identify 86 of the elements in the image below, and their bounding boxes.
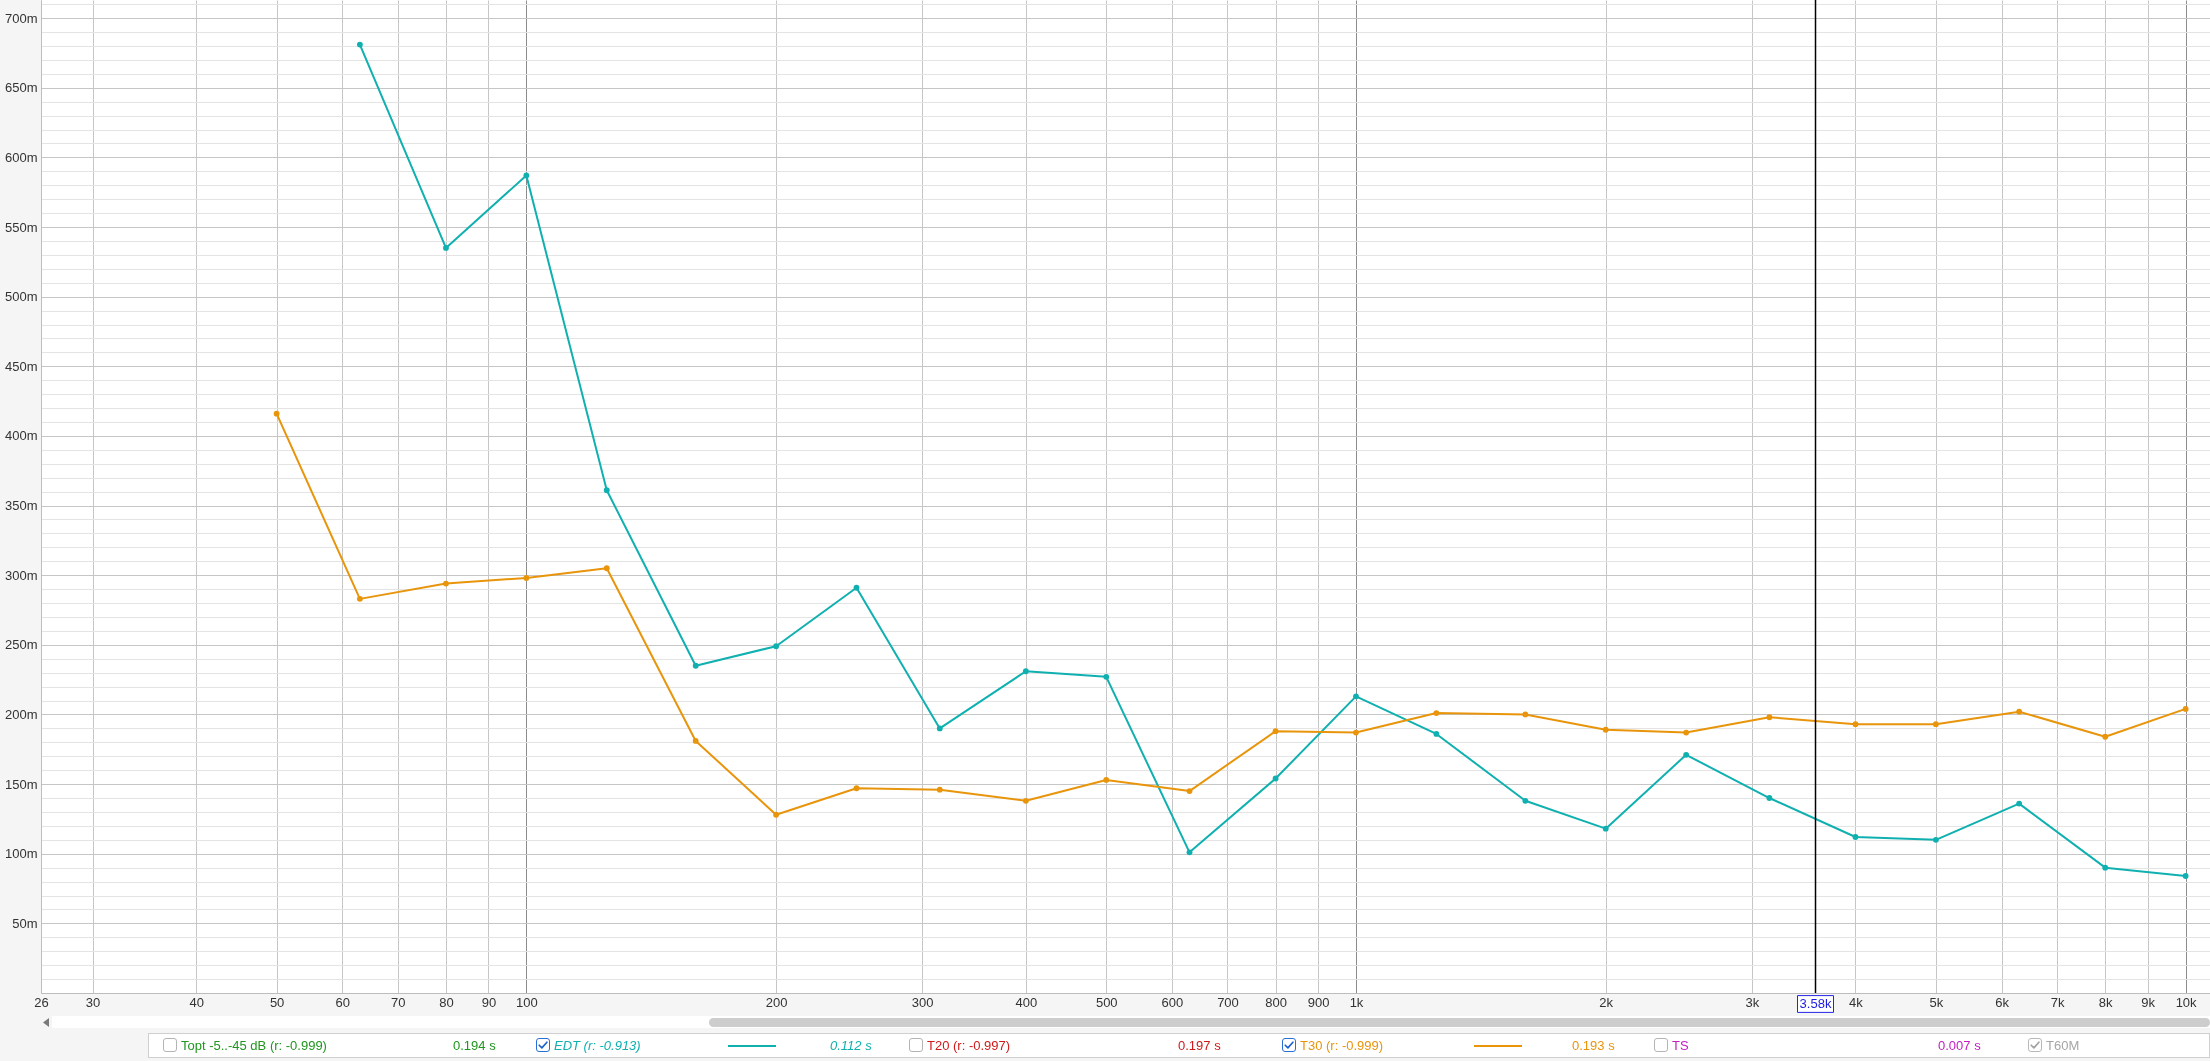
point <box>1186 788 1193 794</box>
point <box>1602 726 1609 733</box>
text: 0.197 s <box>1178 1038 1221 1053</box>
x-tick-label: 60 <box>335 994 351 1010</box>
x-tick-label: 700 <box>1217 994 1239 1010</box>
point <box>523 172 530 179</box>
y-tick-label: 150m <box>4 776 38 792</box>
x-tick-label: 50 <box>269 994 285 1010</box>
point <box>273 410 280 417</box>
x-tick-label: 26 <box>34 994 49 1010</box>
x-tick-label: 9k <box>2141 994 2156 1010</box>
point <box>356 595 363 602</box>
x-tick-label: 300 <box>911 994 934 1010</box>
point <box>936 725 943 732</box>
point <box>1852 834 1859 840</box>
point <box>1852 721 1859 728</box>
x-tick-label: 10k <box>2175 994 2198 1010</box>
y-tick-label: 450m <box>4 358 38 374</box>
text: T30 (r: -0.999) <box>1300 1038 1384 1053</box>
point <box>1932 836 1939 843</box>
point <box>936 786 943 793</box>
y-tick-label: 700m <box>4 10 38 26</box>
y-tick-label: 650m <box>4 80 38 96</box>
y-tick-label: 400m <box>4 428 38 444</box>
y-tick-label: 300m <box>4 567 38 583</box>
x-tick-label: 3k <box>1745 994 1760 1010</box>
point <box>853 584 860 591</box>
x-tick-label: 30 <box>85 994 101 1010</box>
y-tick-label: 250m <box>4 637 38 653</box>
y-tick-label: 550m <box>4 219 38 235</box>
point <box>773 643 780 650</box>
point <box>1766 795 1773 801</box>
text: TS <box>1672 1038 1689 1053</box>
ref-line-label: 3.58k <box>1799 996 1832 1011</box>
point <box>1353 729 1359 736</box>
text: T20 (r: -0.997) <box>927 1038 1011 1053</box>
x-tick-label: 7k <box>2050 994 2065 1010</box>
x-tick-label: 70 <box>391 994 406 1010</box>
x-tick-label: 600 <box>1161 994 1184 1010</box>
point <box>773 811 780 818</box>
text: Topt -5..-45 dB (r: -0.999) <box>181 1038 327 1053</box>
x-tick-label: 80 <box>439 994 454 1010</box>
point <box>1932 721 1939 728</box>
text: 0.112 s <box>830 1038 872 1053</box>
x-tick-label: 1k <box>1349 994 1364 1010</box>
point <box>1103 777 1110 783</box>
x-tick-label: 900 <box>1307 994 1330 1010</box>
y-tick-label: 200m <box>4 706 38 722</box>
point <box>2016 708 2023 715</box>
x-tick-label: 500 <box>1095 994 1118 1010</box>
text: T60M <box>2046 1038 2080 1053</box>
text: 0.193 s <box>1572 1038 1615 1053</box>
text: 0.194 s <box>453 1038 496 1053</box>
point <box>1683 729 1690 736</box>
point <box>1186 849 1193 856</box>
x-tick-label: 40 <box>189 994 204 1010</box>
y-tick-label: 50m <box>12 915 38 931</box>
x-tick-label: 2k <box>1599 994 1614 1010</box>
point <box>523 575 530 581</box>
point <box>1022 668 1029 675</box>
y-tick-label: 500m <box>4 289 38 305</box>
point <box>1602 825 1609 832</box>
y-tick-label: 600m <box>4 149 38 165</box>
point <box>1103 673 1110 680</box>
x-tick-label: 4k <box>1849 994 1864 1010</box>
x-tick-label: 6k <box>1995 994 2010 1010</box>
point <box>2182 705 2189 712</box>
point <box>2182 873 2189 879</box>
text: 0.007 s <box>1938 1038 1981 1053</box>
x-tick-label: 8k <box>2098 994 2114 1010</box>
point <box>2016 800 2023 807</box>
x-tick-label: 800 <box>1265 994 1287 1010</box>
point <box>1683 751 1690 758</box>
y-tick-label: 100m <box>4 846 38 862</box>
x-tick-label: 5k <box>1929 994 1944 1010</box>
y-tick-label: 350m <box>4 498 38 514</box>
x-tick-label: 200 <box>765 994 788 1010</box>
point <box>853 785 860 792</box>
x-tick-label: 100 <box>516 994 538 1010</box>
x-tick-label: 400 <box>1015 994 1038 1010</box>
x-tick-label: 90 <box>481 994 497 1010</box>
text: EDT (r: -0.913) <box>554 1038 641 1053</box>
point <box>356 41 363 48</box>
point <box>1353 693 1359 700</box>
point <box>1022 797 1029 804</box>
point <box>1766 714 1773 721</box>
